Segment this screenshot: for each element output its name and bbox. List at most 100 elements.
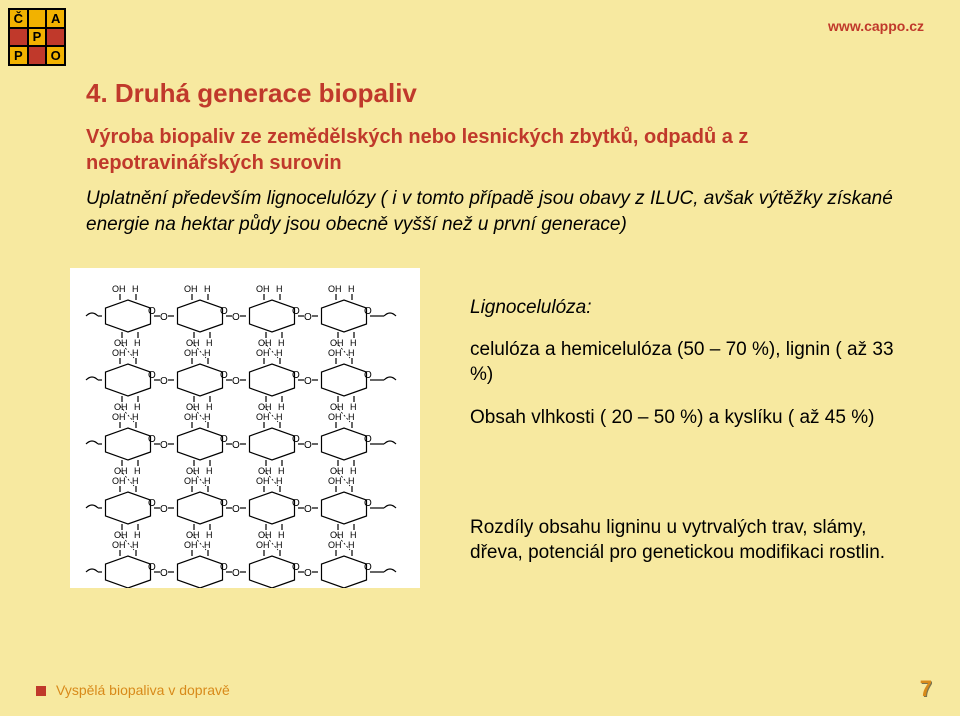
lignocellulose-diagram: OOHHOHHOOOHHOHHOOOHHOHHOOOHHOHHOOHHOHHOO… (70, 268, 420, 588)
page-number: 7 (920, 676, 932, 702)
svg-text:H: H (134, 402, 141, 412)
svg-text:H: H (206, 466, 213, 476)
svg-text:O: O (148, 306, 156, 317)
svg-text:H: H (132, 540, 139, 550)
svg-text:O: O (148, 562, 156, 573)
right-heading: Lignocelulóza: (470, 296, 910, 321)
svg-text:O: O (148, 370, 156, 381)
svg-text:O: O (304, 376, 312, 387)
svg-text:OH: OH (112, 348, 126, 358)
svg-text:O: O (364, 306, 372, 317)
right-line-composition: celulóza a hemicelulóza (50 – 70 %), lig… (470, 338, 910, 387)
svg-text:O: O (220, 498, 228, 509)
svg-text:H: H (348, 284, 355, 294)
svg-text:OH: OH (328, 476, 342, 486)
svg-text:H: H (348, 540, 355, 550)
footer-text: Vyspělá biopaliva v dopravě (56, 682, 230, 698)
svg-text:H: H (278, 530, 285, 540)
svg-text:OH: OH (184, 412, 198, 422)
logo-cell (47, 29, 64, 46)
svg-text:O: O (364, 498, 372, 509)
svg-text:H: H (132, 348, 139, 358)
svg-text:H: H (350, 402, 357, 412)
svg-text:H: H (350, 338, 357, 348)
svg-text:O: O (364, 562, 372, 573)
svg-text:OH: OH (256, 284, 270, 294)
site-url: www.cappo.cz (828, 18, 924, 34)
svg-text:H: H (204, 412, 211, 422)
svg-text:O: O (304, 440, 312, 451)
svg-text:O: O (292, 306, 300, 317)
svg-text:OH: OH (112, 412, 126, 422)
svg-text:O: O (148, 498, 156, 509)
svg-text:OH: OH (112, 540, 126, 550)
svg-text:H: H (276, 284, 283, 294)
svg-text:H: H (132, 412, 139, 422)
svg-text:O: O (160, 440, 168, 451)
svg-text:H: H (204, 540, 211, 550)
svg-text:O: O (220, 370, 228, 381)
svg-text:O: O (220, 434, 228, 445)
svg-text:O: O (292, 434, 300, 445)
svg-text:O: O (232, 376, 240, 387)
slide-subtitle: Výroba biopaliv ze zemědělských nebo les… (86, 124, 900, 176)
svg-text:H: H (276, 348, 283, 358)
svg-text:O: O (304, 312, 312, 323)
svg-text:O: O (364, 434, 372, 445)
svg-text:OH: OH (256, 476, 270, 486)
svg-text:OH: OH (184, 540, 198, 550)
svg-text:OH: OH (328, 348, 342, 358)
logo-cell: Č (10, 10, 27, 27)
svg-text:O: O (232, 504, 240, 515)
svg-text:OH: OH (112, 476, 126, 486)
footer-bar: Vyspělá biopaliva v dopravě 7 (0, 666, 960, 716)
svg-text:OH: OH (328, 540, 342, 550)
svg-text:H: H (134, 466, 141, 476)
svg-text:H: H (276, 476, 283, 486)
logo-cell (29, 47, 46, 64)
svg-text:O: O (304, 504, 312, 515)
svg-text:H: H (348, 412, 355, 422)
svg-text:H: H (276, 540, 283, 550)
slide-description: Uplatnění především lignocelulózy ( i v … (86, 186, 900, 237)
svg-text:H: H (206, 530, 213, 540)
footer-square-icon (36, 686, 46, 696)
svg-text:H: H (278, 466, 285, 476)
svg-text:O: O (364, 370, 372, 381)
svg-text:O: O (292, 370, 300, 381)
logo-cell (29, 10, 46, 27)
right-line-moisture: Obsah vlhkosti ( 20 – 50 %) a kyslíku ( … (470, 406, 910, 431)
svg-text:H: H (348, 348, 355, 358)
svg-text:O: O (160, 376, 168, 387)
logo-cappo: ČAPPO (8, 8, 66, 66)
svg-text:H: H (204, 284, 211, 294)
slide-title: 4. Druhá generace biopaliv (86, 78, 417, 109)
svg-text:O: O (232, 568, 240, 579)
svg-text:OH: OH (184, 476, 198, 486)
svg-text:H: H (134, 530, 141, 540)
svg-text:OH: OH (256, 540, 270, 550)
svg-text:H: H (276, 412, 283, 422)
svg-text:OH: OH (112, 284, 126, 294)
svg-text:H: H (278, 402, 285, 412)
svg-text:O: O (220, 306, 228, 317)
svg-text:H: H (132, 476, 139, 486)
svg-text:H: H (348, 476, 355, 486)
svg-text:OH: OH (184, 348, 198, 358)
svg-text:OH: OH (256, 348, 270, 358)
svg-text:O: O (232, 312, 240, 323)
logo-cell: O (47, 47, 64, 64)
svg-text:O: O (232, 440, 240, 451)
svg-text:H: H (134, 338, 141, 348)
svg-text:H: H (206, 402, 213, 412)
logo-cell: A (47, 10, 64, 27)
svg-text:H: H (204, 348, 211, 358)
svg-text:OH: OH (328, 284, 342, 294)
svg-text:H: H (206, 338, 213, 348)
svg-text:OH: OH (184, 284, 198, 294)
svg-text:O: O (220, 562, 228, 573)
svg-text:O: O (160, 504, 168, 515)
svg-text:H: H (350, 466, 357, 476)
svg-text:H: H (278, 338, 285, 348)
svg-text:H: H (132, 284, 139, 294)
